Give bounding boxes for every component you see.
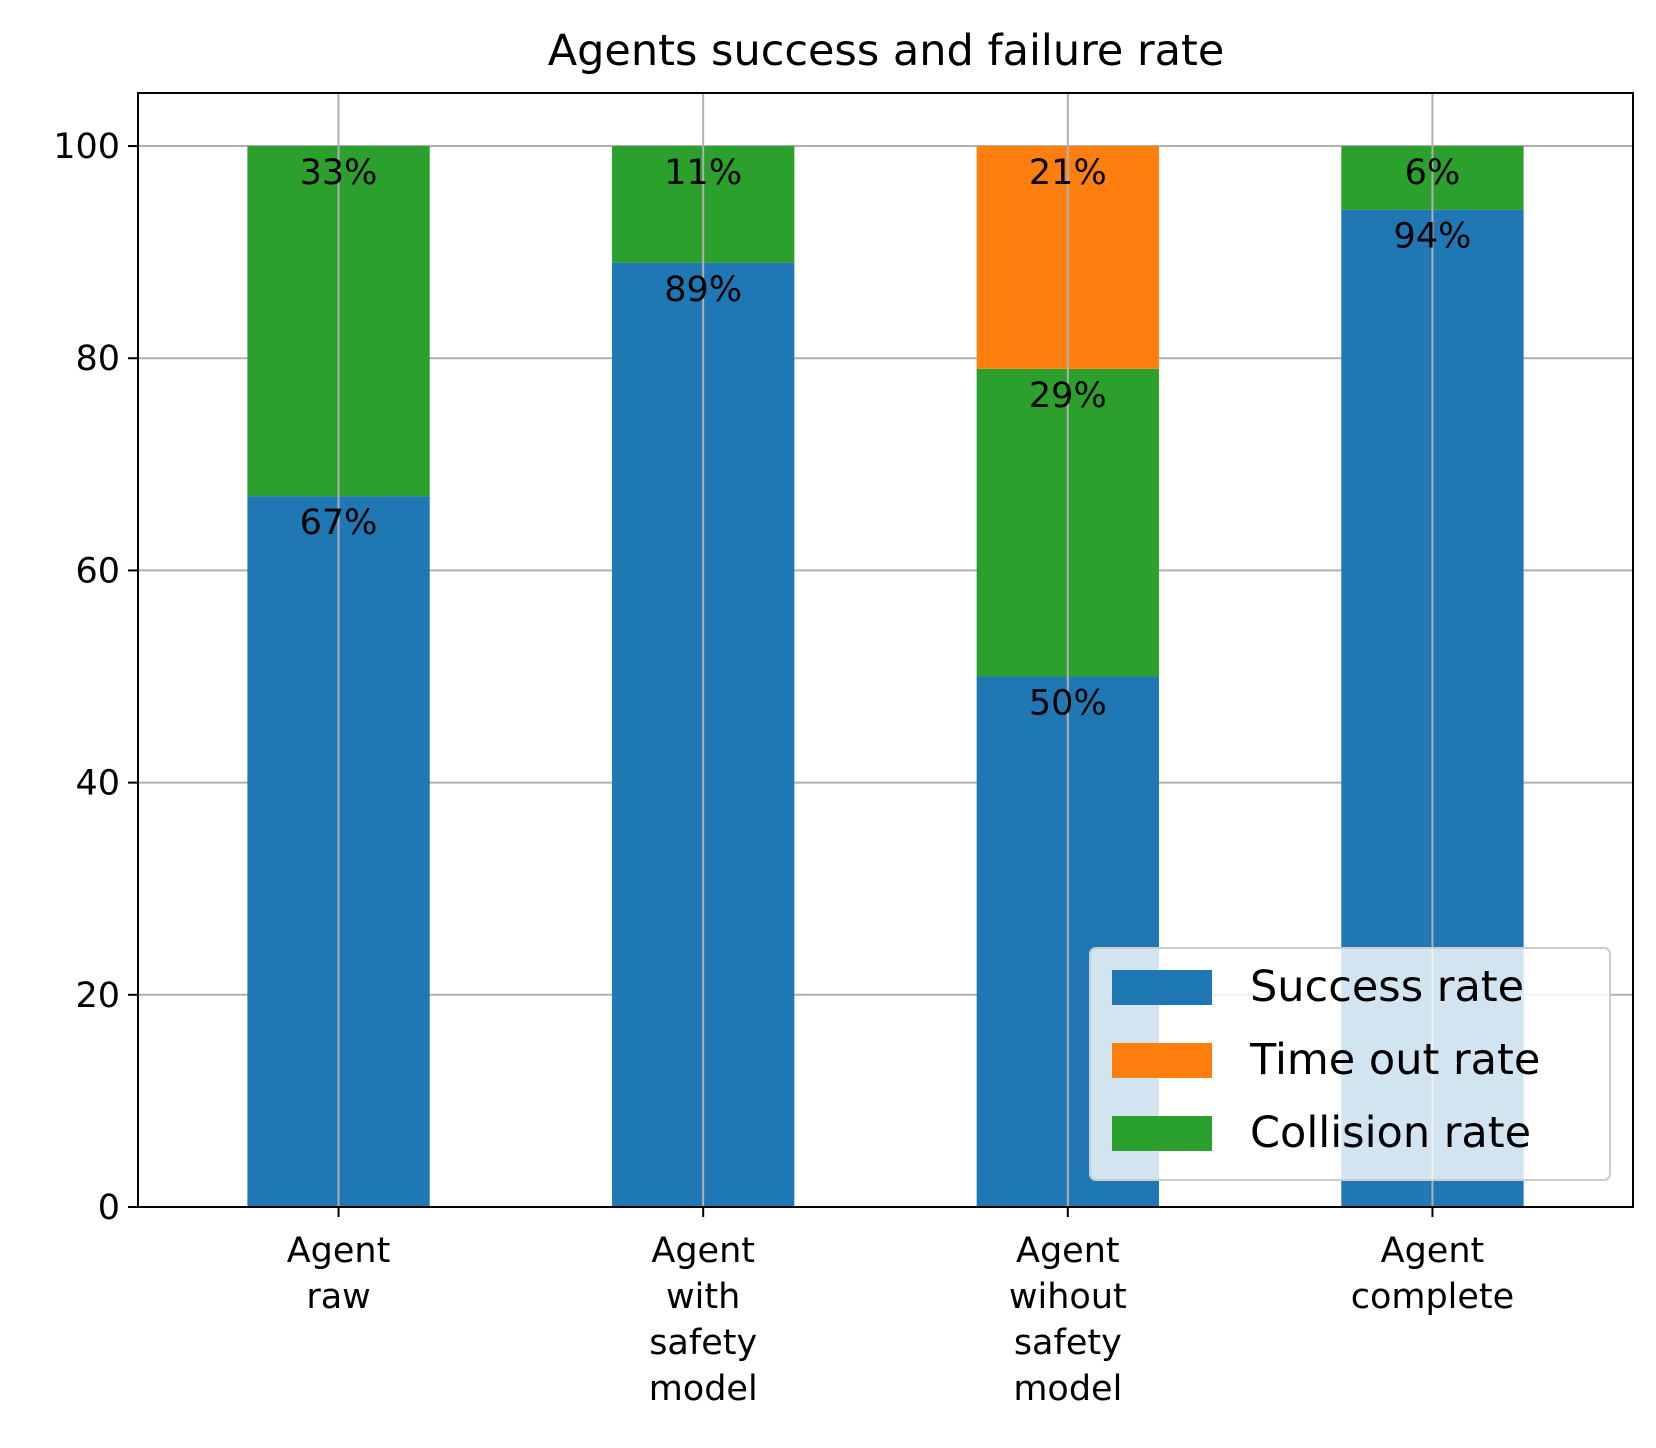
legend-box: [1089, 947, 1611, 1181]
legend-swatch: [1112, 970, 1212, 1005]
x-tick-label: Agent raw: [287, 1231, 391, 1317]
y-tick-label: 0: [98, 1188, 120, 1228]
legend-swatch: [1112, 1116, 1212, 1151]
plot-frame: [137, 92, 1634, 1208]
x-tick-label: Agent complete: [1351, 1231, 1514, 1317]
x-tick-label-line: Agent: [287, 1231, 391, 1271]
x-tick-label-line: model: [1013, 1369, 1122, 1409]
y-tick-label: 100: [53, 127, 120, 167]
x-tick-label-line: with: [666, 1277, 740, 1317]
y-tick-label: 20: [75, 976, 120, 1016]
x-tick-label-line: safety: [649, 1323, 757, 1363]
chart-title: Agents success and failure rate: [548, 26, 1225, 76]
axes-layer: 0 20 40 60 80 100 Agent raw Agent with safety model…: [53, 92, 1634, 1409]
bar-value-label: 94%: [1394, 217, 1472, 257]
bar-value-label: 29%: [1029, 376, 1107, 416]
bar-labels-layer: 67% 33% 89% 11% 50% 29% 21% 94% 6%: [300, 153, 1472, 723]
y-tick-label: 60: [75, 551, 120, 591]
bar-value-label: 67%: [300, 503, 378, 543]
y-tick-label: 40: [75, 764, 120, 804]
legend-label: Success rate: [1250, 962, 1524, 1012]
bar-value-label: 89%: [664, 270, 742, 310]
x-tick-label-line: Agent: [1381, 1231, 1485, 1271]
x-tick-label-line: complete: [1351, 1277, 1514, 1317]
x-tick-label-line: Agent: [651, 1231, 755, 1271]
bar-value-label: 11%: [664, 153, 742, 193]
legend-label: Collision rate: [1250, 1108, 1531, 1158]
x-tick-label-line: raw: [306, 1277, 370, 1317]
y-tick-label: 80: [75, 339, 120, 379]
x-tick-label-line: model: [649, 1369, 758, 1409]
bar-value-label: 21%: [1029, 153, 1107, 193]
x-tick-label-line: safety: [1014, 1323, 1122, 1363]
bar-value-label: 50%: [1029, 684, 1107, 724]
bar-value-label: 33%: [300, 153, 378, 193]
x-tick-label: Agent wihout safety model: [1009, 1231, 1127, 1409]
x-tick-label-line: wihout: [1009, 1277, 1127, 1317]
x-tick-label-line: Agent: [1016, 1231, 1120, 1271]
legend-label: Time out rate: [1249, 1035, 1540, 1085]
x-tick-label: Agent with safety model: [649, 1231, 758, 1409]
legend-swatch: [1112, 1043, 1212, 1078]
legend: Success rate Time out rate Collision rate: [1089, 947, 1611, 1181]
bar-value-label: 6%: [1405, 153, 1461, 193]
